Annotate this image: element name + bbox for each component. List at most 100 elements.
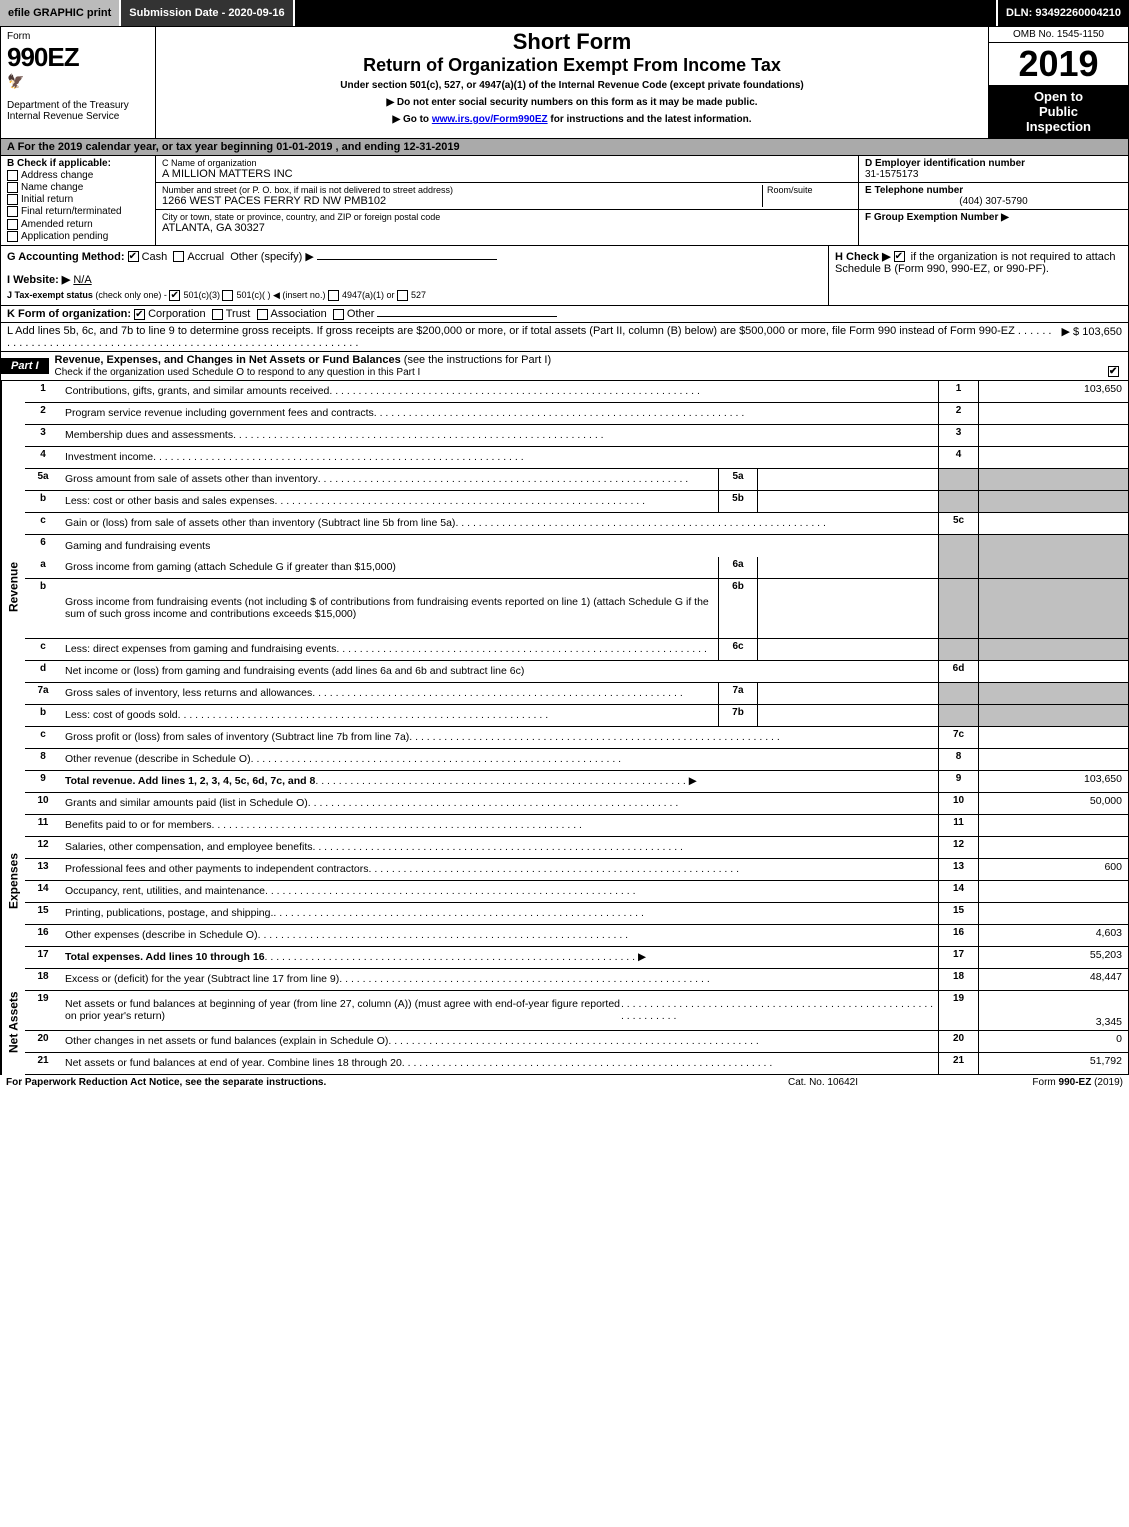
line-19-col: 19 xyxy=(938,991,978,1030)
org-name: A MILLION MATTERS INC xyxy=(162,168,852,180)
line-i: I Website: ▶ N/A xyxy=(7,273,822,286)
line-4-desc: Investment income xyxy=(61,447,938,468)
line-18-col: 18 xyxy=(938,969,978,990)
chk-501c3[interactable] xyxy=(169,290,180,301)
line-14-col: 14 xyxy=(938,881,978,902)
line-j: J Tax-exempt status (check only one) - 5… xyxy=(7,290,822,301)
line-j-note: (check only one) - xyxy=(95,290,167,300)
line-3-val xyxy=(978,425,1128,446)
line-2-col: 2 xyxy=(938,403,978,424)
line-9-num: 9 xyxy=(25,771,61,792)
line-4-val xyxy=(978,447,1128,468)
shade-6b xyxy=(938,579,978,638)
line-7a-subval xyxy=(758,683,938,704)
chk-address-change[interactable]: Address change xyxy=(7,170,149,181)
chk-association-label: Association xyxy=(271,308,327,320)
chk-other-org[interactable] xyxy=(333,309,344,320)
tax-year: 2019 xyxy=(989,43,1128,85)
line-7a-desc: Gross sales of inventory, less returns a… xyxy=(61,683,718,704)
city-label: City or town, state or province, country… xyxy=(162,212,852,222)
chk-trust-label: Trust xyxy=(226,308,251,320)
line-h: H Check ▶ if the organization is not req… xyxy=(828,246,1128,305)
chk-cash[interactable] xyxy=(128,251,139,262)
part-i-tag: Part I xyxy=(1,358,49,374)
line-7c-val xyxy=(978,727,1128,748)
chk-name-change[interactable]: Name change xyxy=(7,182,149,193)
no-ssn-note: ▶ Do not enter social security numbers o… xyxy=(162,97,982,108)
line-6-num: 6 xyxy=(25,535,61,557)
form-word: Form xyxy=(7,31,149,42)
chk-cash-label: Cash xyxy=(142,251,168,263)
title-short-form: Short Form xyxy=(162,29,982,55)
line-13-desc: Professional fees and other payments to … xyxy=(61,859,938,880)
chk-amended-return-label: Amended return xyxy=(21,219,93,230)
chk-corporation[interactable] xyxy=(134,309,145,320)
line-18-val: 48,447 xyxy=(978,969,1128,990)
chk-other-org-label: Other xyxy=(347,308,375,320)
line-19-desc: Net assets or fund balances at beginning… xyxy=(61,991,938,1030)
line-21-num: 21 xyxy=(25,1053,61,1074)
box-c-label: C Name of organization xyxy=(162,158,852,168)
line-12-num: 12 xyxy=(25,837,61,858)
line-11-num: 11 xyxy=(25,815,61,836)
page-footer: For Paperwork Reduction Act Notice, see … xyxy=(0,1075,1129,1090)
box-b: B Check if applicable: Address change Na… xyxy=(1,156,156,245)
line-10-val: 50,000 xyxy=(978,793,1128,814)
header-center: Short Form Return of Organization Exempt… xyxy=(156,27,988,138)
title-main: Return of Organization Exempt From Incom… xyxy=(162,55,982,76)
form-header: Form 990EZ 🦅 Department of the Treasury … xyxy=(0,26,1129,139)
chk-501c[interactable] xyxy=(222,290,233,301)
chk-initial-return[interactable]: Initial return xyxy=(7,194,149,205)
chk-schedule-b-not-required[interactable] xyxy=(894,251,905,262)
chk-4947a1[interactable] xyxy=(328,290,339,301)
accounting-other-input[interactable] xyxy=(317,259,497,260)
chk-initial-return-label: Initial return xyxy=(21,194,73,205)
chk-schedule-o-part1[interactable] xyxy=(1108,366,1119,377)
line-11-desc: Benefits paid to or for members xyxy=(61,815,938,836)
chk-trust[interactable] xyxy=(212,309,223,320)
chk-final-return[interactable]: Final return/terminated xyxy=(7,206,149,217)
line-21-col: 21 xyxy=(938,1053,978,1074)
line-7b-sub: 7b xyxy=(718,705,758,726)
line-7c-desc: Gross profit or (loss) from sales of inv… xyxy=(61,727,938,748)
line-8-num: 8 xyxy=(25,749,61,770)
room-label: Room/suite xyxy=(767,185,852,195)
chk-527[interactable] xyxy=(397,290,408,301)
line-7a-num: 7a xyxy=(25,683,61,704)
gross-receipts: 103,650 xyxy=(1082,326,1122,338)
irs-line: Internal Revenue Service xyxy=(7,111,149,122)
shade-7a-val xyxy=(978,683,1128,704)
chk-application-pending[interactable]: Application pending xyxy=(7,231,149,242)
insert-no-note: ◀ (insert no.) xyxy=(273,290,325,300)
irs-link[interactable]: www.irs.gov/Form990EZ xyxy=(432,114,548,125)
line-11-col: 11 xyxy=(938,815,978,836)
box-c: C Name of organization A MILLION MATTERS… xyxy=(156,156,858,245)
chk-accrual[interactable] xyxy=(173,251,184,262)
line-g-label: G Accounting Method: xyxy=(7,251,125,263)
open-line3: Inspection xyxy=(1026,119,1091,134)
shade-5a xyxy=(938,469,978,490)
other-org-input[interactable] xyxy=(377,316,557,317)
efile-print-button[interactable]: efile GRAPHIC print xyxy=(0,0,121,26)
line-10-desc: Grants and similar amounts paid (list in… xyxy=(61,793,938,814)
line-20-desc: Other changes in net assets or fund bala… xyxy=(61,1031,938,1052)
line-2-val xyxy=(978,403,1128,424)
line-6b-subval xyxy=(758,579,938,638)
chk-527-label: 527 xyxy=(411,290,426,300)
line-5a-desc: Gross amount from sale of assets other t… xyxy=(61,469,718,490)
line-6c-desc: Less: direct expenses from gaming and fu… xyxy=(61,639,718,660)
goto-pre: ▶ Go to xyxy=(392,114,431,125)
line-6a-num: a xyxy=(25,557,61,578)
line-l-amount-box: ▶ $ 103,650 xyxy=(1054,325,1122,349)
line-12-col: 12 xyxy=(938,837,978,858)
line-13-num: 13 xyxy=(25,859,61,880)
shade-7b-val xyxy=(978,705,1128,726)
line-6a-desc: Gross income from gaming (attach Schedul… xyxy=(61,557,718,578)
street-label: Number and street (or P. O. box, if mail… xyxy=(162,185,762,195)
subtitle: Under section 501(c), 527, or 4947(a)(1)… xyxy=(162,80,982,91)
chk-amended-return[interactable]: Amended return xyxy=(7,219,149,230)
line-17-desc: Total expenses. Add lines 10 through 16 … xyxy=(61,947,938,968)
line-g: G Accounting Method: Cash Accrual Other … xyxy=(7,250,822,263)
chk-association[interactable] xyxy=(257,309,268,320)
line-15-num: 15 xyxy=(25,903,61,924)
